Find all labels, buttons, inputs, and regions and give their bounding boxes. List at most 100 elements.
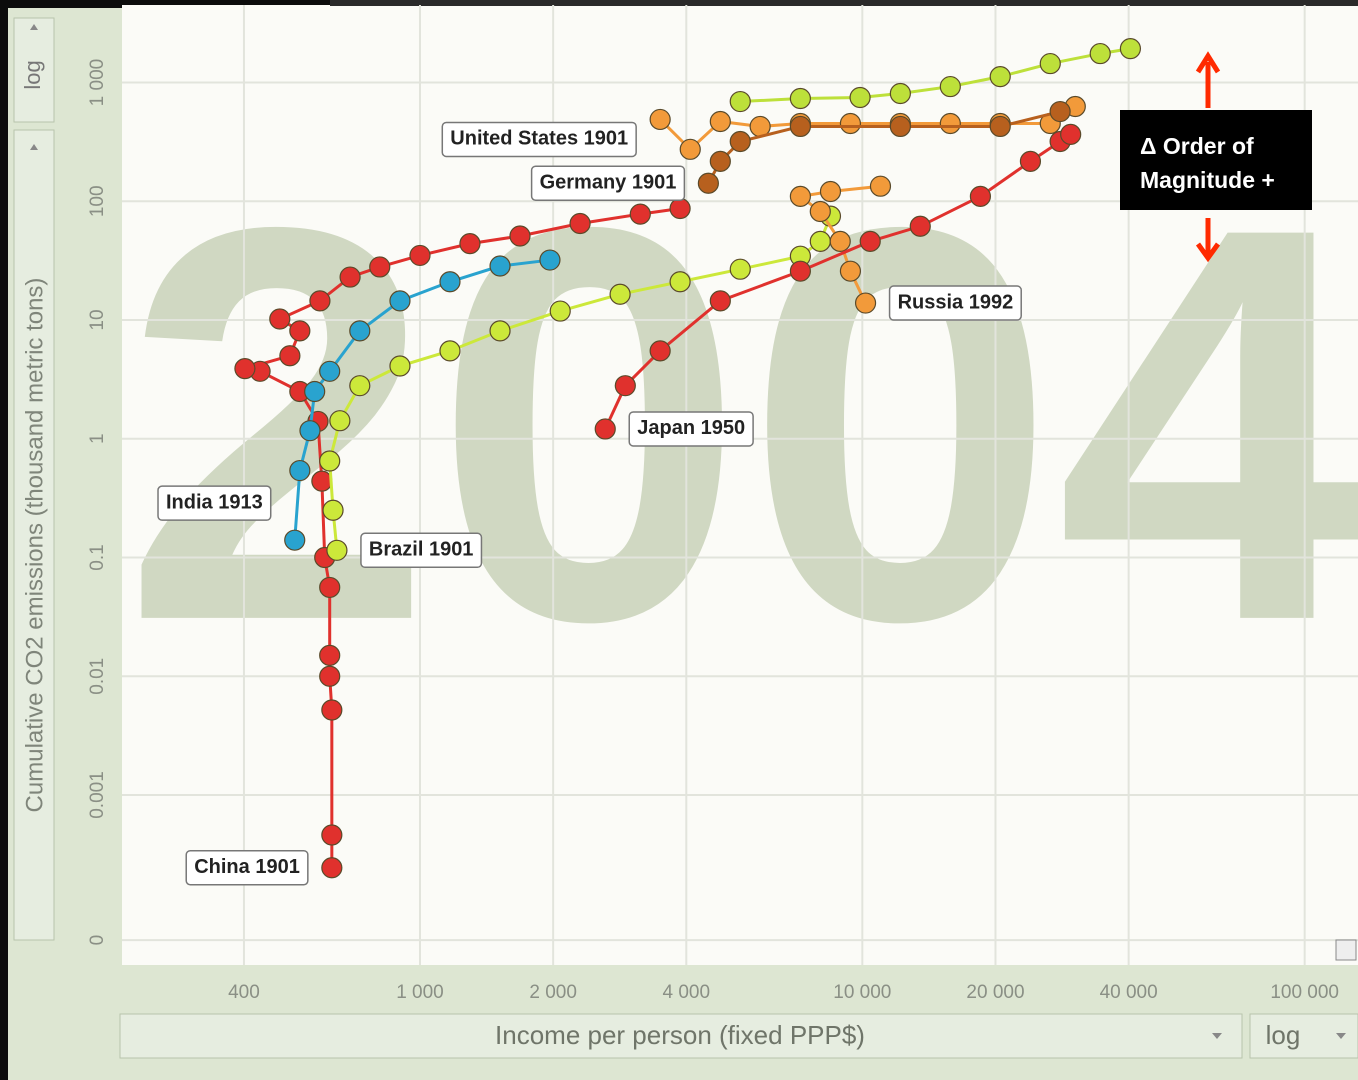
- trail-bubble: [854, 292, 877, 314]
- trail-bubble: [459, 233, 481, 255]
- trail-bubble: [729, 258, 751, 280]
- trail-bubble: [709, 150, 731, 172]
- trail-bubble: [669, 197, 691, 220]
- y-indicator-control[interactable]: [13, 129, 55, 941]
- trail-bubble: [439, 340, 461, 362]
- trail-bubble: [321, 857, 343, 879]
- trail-bubble: [321, 699, 343, 721]
- label-text: Brazil 1901: [369, 539, 474, 561]
- country-label: China 1901: [185, 849, 309, 886]
- trail-bubble: [649, 340, 671, 362]
- trail-bubble: [1119, 38, 1142, 60]
- x-tick-label: 4 000: [663, 982, 711, 1003]
- trail-bubble: [289, 459, 311, 482]
- annotation-line: Δ Order of: [1140, 133, 1254, 159]
- trail-bubble: [629, 203, 651, 225]
- label-text: United States 1901: [450, 128, 628, 150]
- trail-bubble: [439, 271, 461, 293]
- dropdown-icon: [1336, 1033, 1346, 1039]
- y-tick-label: 1: [87, 433, 108, 444]
- trail-bubble: [989, 115, 1011, 138]
- y-tick-label: 10: [87, 309, 108, 330]
- trail-bubble: [609, 283, 631, 305]
- trail-bubble: [509, 225, 531, 247]
- trail-bubble: [594, 418, 616, 440]
- trail-bubble: [569, 212, 591, 235]
- trail-bubble: [1089, 42, 1111, 65]
- trail-bubble: [859, 230, 881, 252]
- x-tick-label: 400: [228, 982, 260, 1003]
- trail-bubble: [679, 138, 701, 160]
- trail-bubble: [489, 320, 511, 342]
- trail-bubble: [909, 215, 931, 237]
- label-text: Russia 1992: [898, 291, 1014, 313]
- trail-bubble: [939, 112, 961, 135]
- label-box: [530, 165, 686, 201]
- country-label: Brazil 1901: [360, 532, 483, 569]
- trail-bubble: [819, 180, 842, 203]
- label-text: Germany 1901: [540, 171, 677, 193]
- trail-bubble: [989, 66, 1011, 88]
- top-bar: [330, 0, 1358, 6]
- x-tick-label: 10 000: [833, 982, 891, 1003]
- trail-bubble: [849, 86, 871, 109]
- trail-bubble: [321, 824, 343, 846]
- label-box: [185, 849, 309, 886]
- trail-bubble: [889, 115, 911, 138]
- trail-bubble: [389, 290, 411, 312]
- y-tick-label: 0.001: [87, 771, 108, 819]
- trail-bubble: [839, 260, 862, 282]
- trail-bubble: [349, 375, 371, 397]
- trail-bubble: [319, 360, 341, 382]
- trail-bubble: [234, 357, 256, 380]
- x-axis-label: Income per person (fixed PPP$): [495, 1020, 865, 1050]
- trail-bubble: [709, 110, 731, 133]
- country-label: Russia 1992: [888, 285, 1022, 321]
- arrow-up: [1195, 51, 1221, 108]
- trail-bubble: [789, 115, 811, 138]
- arrow-down: [1195, 218, 1221, 263]
- trail-bubble: [319, 450, 341, 472]
- resize-icon[interactable]: [1335, 939, 1357, 961]
- country-label: United States 1901: [441, 121, 637, 158]
- trail-bubble: [349, 320, 371, 342]
- trail-bubble: [649, 108, 671, 131]
- label-text: China 1901: [194, 856, 300, 878]
- trail-bubble: [697, 172, 719, 194]
- trail-bubble: [789, 87, 811, 110]
- trail-bubble: [284, 529, 306, 551]
- country-label: Germany 1901: [530, 165, 686, 201]
- trail-bubble: [889, 82, 911, 105]
- label-box: [441, 121, 637, 158]
- y-tick-label: 100: [87, 185, 108, 217]
- annotation-line: Magnitude +: [1140, 167, 1275, 193]
- y-axis-label: Cumulative CO2 emissions (thousand metri…: [21, 278, 48, 813]
- trail-bubble: [304, 380, 326, 403]
- trail-bubble: [1049, 100, 1071, 123]
- label-box: [157, 485, 272, 521]
- trail-bubble: [389, 355, 411, 377]
- trail-bubble: [322, 499, 344, 521]
- y-tick-label: 0.01: [87, 658, 108, 695]
- trail-bubble: [809, 230, 831, 252]
- trail-bubble: [869, 175, 892, 197]
- label-box: [360, 532, 483, 569]
- x-indicator-control[interactable]: [119, 1013, 1243, 1059]
- trail-bubble: [279, 345, 301, 367]
- trail-bubble: [329, 410, 351, 432]
- trail-bubble: [319, 576, 341, 599]
- y-scale-control[interactable]: [13, 17, 55, 123]
- trail-bubble: [326, 539, 348, 561]
- trail-bubble: [309, 290, 331, 312]
- trail-bubble: [549, 300, 571, 322]
- y-tick-label: 0.1: [87, 544, 108, 570]
- label-text: Japan 1950: [637, 417, 745, 439]
- trail-bubble: [539, 249, 561, 271]
- trail-line: [293, 258, 551, 541]
- x-scale-label: log: [1266, 1020, 1301, 1050]
- x-tick-label: 40 000: [1100, 982, 1158, 1003]
- x-tick-label: 100 000: [1270, 982, 1339, 1003]
- trail-bubble: [269, 308, 291, 330]
- x-tick-label: 1 000: [396, 982, 444, 1003]
